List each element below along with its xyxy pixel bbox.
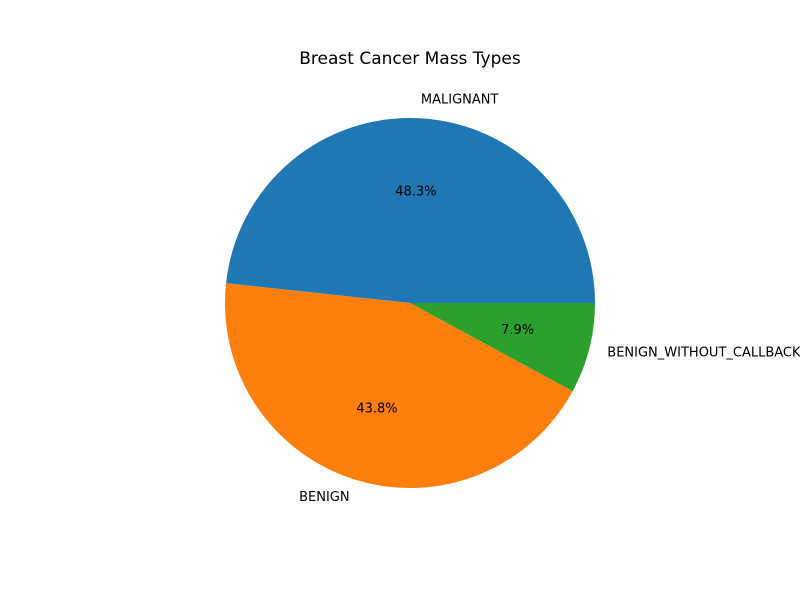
slice-percent-label: 7.9%	[501, 323, 534, 338]
pie-slice-benign-without-callback	[410, 303, 595, 392]
pie-slice-benign	[224, 283, 573, 488]
slice-label: BENIGN	[299, 490, 350, 505]
chart-title: Breast Cancer Mass Types	[299, 49, 521, 69]
pie-slices	[224, 117, 596, 488]
pie-labels: MALIGNANT 48.3% BENIGN 43.8% BENIGN_WITHOUT_…	[299, 92, 800, 505]
slice-percent-label: 43.8%	[356, 402, 397, 417]
slice-percent-label: 48.3%	[395, 185, 436, 200]
pie-slice-malignant	[226, 117, 596, 303]
slice-label: BENIGN_WITHOUT_CALLBACK	[607, 346, 800, 361]
slice-label: MALIGNANT	[421, 92, 499, 107]
